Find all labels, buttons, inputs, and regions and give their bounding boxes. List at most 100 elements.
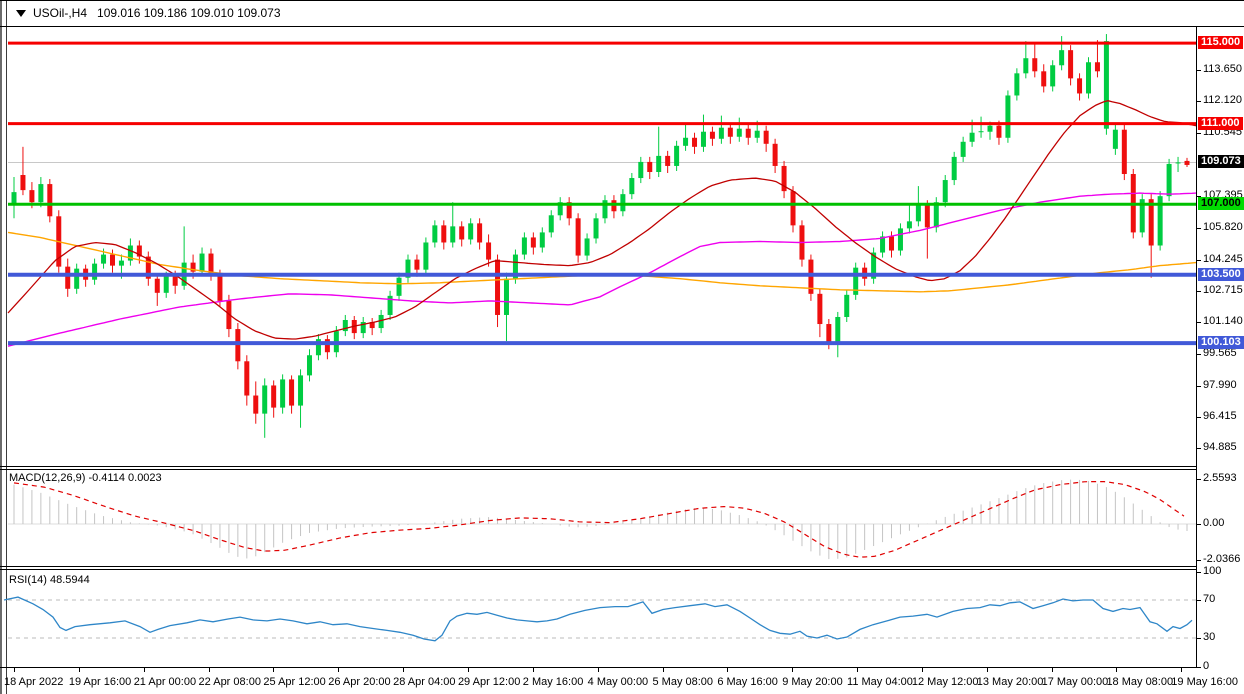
time-tick — [921, 668, 923, 672]
time-label: 25 Apr 12:00 — [263, 676, 326, 688]
axis-tick-label: 94.885 — [1203, 441, 1237, 453]
rsi-label: RSI(14) 48.5944 — [9, 574, 90, 586]
axis-tick — [1196, 448, 1201, 449]
time-tick — [338, 668, 340, 672]
time-tick — [986, 668, 988, 672]
time-tick — [1051, 668, 1053, 672]
time-tick — [208, 668, 210, 672]
time-tick — [662, 668, 664, 672]
axis-tick-label: 0 — [1203, 660, 1210, 672]
time-tick — [792, 668, 794, 672]
axis-tick — [1196, 196, 1201, 197]
axis-tick-label: 104.245 — [1203, 253, 1243, 265]
time-label: 4 May 00:00 — [587, 676, 649, 688]
rsi-panel-top-border[interactable] — [0, 569, 1196, 570]
candles — [11, 34, 1190, 438]
macd-signal-line — [13, 481, 1185, 558]
time-label: 29 Apr 12:00 — [457, 676, 521, 688]
axis-tick — [1196, 667, 1201, 668]
time-tick — [14, 668, 15, 672]
time-label: 28 Apr 04:00 — [393, 676, 456, 688]
time-tick — [857, 668, 859, 672]
time-label: 9 May 20:00 — [782, 676, 843, 688]
axis-tick-label: 101.140 — [1203, 315, 1243, 327]
axis-tick-label: 105.820 — [1203, 221, 1243, 233]
axis-tick — [1196, 260, 1201, 261]
axis-tick — [1196, 600, 1201, 601]
axis-tick-label: 102.715 — [1203, 284, 1243, 296]
collapse-ohlc-icon[interactable] — [16, 9, 26, 17]
price-tag-107.000[interactable]: 107.000 — [1198, 197, 1244, 210]
time-tick — [467, 668, 469, 672]
symbol-period-label: USOil-,H4 — [33, 6, 88, 20]
chart-title-bar: USOil-,H4 109.016 109.186 109.010 109.07… — [8, 1, 1244, 25]
ohlc-readout: 109.016 109.186 109.010 109.073 — [97, 6, 281, 20]
axis-tick — [1196, 228, 1201, 229]
axis-tick — [1196, 638, 1201, 639]
axis-tick-label: 0.00 — [1203, 517, 1225, 529]
time-label: 22 Apr 08:00 — [198, 676, 261, 688]
axis-tick — [1196, 70, 1201, 71]
axis-tick-label: 113.650 — [1203, 63, 1242, 75]
axis-tick-label: 96.415 — [1203, 410, 1237, 422]
window-left-border-inner — [6, 1, 7, 694]
price-tag-109.073[interactable]: 109.073 — [1198, 155, 1244, 168]
axis-tick-label: 30 — [1203, 631, 1216, 643]
time-label: 6 May 16:00 — [717, 676, 778, 688]
axis-tick-label: 99.565 — [1203, 347, 1237, 359]
time-label: 21 Apr 00:00 — [133, 676, 197, 688]
axis-tick — [1196, 572, 1201, 573]
axis-tick — [1196, 479, 1201, 480]
macd-label: MACD(12,26,9) -0.4114 0.0023 — [9, 472, 162, 484]
time-label: 17 May 00:00 — [1041, 676, 1109, 688]
axis-tick — [1196, 322, 1201, 323]
axis-tick — [1196, 101, 1201, 102]
price-tag-103.500[interactable]: 103.500 — [1198, 268, 1244, 281]
axis-tick — [1196, 386, 1201, 387]
time-tick — [1181, 668, 1183, 672]
time-tick — [403, 668, 405, 672]
time-tick — [532, 668, 534, 672]
axis-tick-label: 70 — [1203, 593, 1216, 605]
macd-indicator-chart[interactable] — [0, 469, 1196, 566]
time-label: 12 May 12:00 — [911, 676, 979, 688]
price-tag-100.103[interactable]: 100.103 — [1198, 336, 1244, 349]
rsi-indicator-chart[interactable] — [0, 569, 1196, 667]
axis-tick — [1196, 524, 1201, 525]
time-label: 11 May 04:00 — [847, 676, 913, 688]
price-tag-111.000[interactable]: 111.000 — [1198, 117, 1243, 130]
time-label: 18 May 08:00 — [1106, 676, 1174, 688]
time-label: 18 Apr 2022 — [4, 676, 64, 688]
time-tick — [273, 668, 275, 672]
axis-tick-label: 2.5593 — [1203, 472, 1237, 484]
axis-tick — [1196, 417, 1201, 418]
main-price-chart[interactable] — [0, 26, 1196, 466]
time-tick — [143, 668, 145, 672]
time-label: 19 Apr 16:00 — [68, 676, 132, 688]
time-axis-line — [0, 667, 1196, 668]
axis-tick-label: -2.0366 — [1203, 553, 1241, 565]
time-label: 19 May 16:00 — [1171, 676, 1238, 688]
axis-tick-label: 112.120 — [1203, 94, 1242, 106]
title-separator — [0, 26, 1244, 27]
axis-tick — [1196, 354, 1201, 355]
axis-tick — [1196, 133, 1201, 134]
window-left-border — [0, 1, 2, 694]
time-label: 2 May 16:00 — [522, 676, 584, 688]
axis-tick — [1196, 291, 1201, 292]
macd-panel-bottom-border[interactable] — [0, 566, 1196, 567]
macd-histogram — [13, 479, 1188, 560]
time-label: 26 Apr 20:00 — [328, 676, 391, 688]
main-panel-bottom-border[interactable] — [0, 466, 1196, 467]
time-label: 5 May 08:00 — [652, 676, 714, 688]
ma-magenta — [7, 192, 1196, 347]
axis-tick — [1196, 560, 1201, 561]
macd-panel-top-border[interactable] — [0, 469, 1196, 470]
axis-tick-label: 100 — [1203, 565, 1222, 577]
time-label: 13 May 20:00 — [976, 676, 1044, 688]
price-tag-115.000[interactable]: 115.000 — [1198, 36, 1244, 49]
time-tick — [78, 668, 80, 672]
time-tick — [1116, 668, 1118, 672]
time-tick — [727, 668, 729, 672]
